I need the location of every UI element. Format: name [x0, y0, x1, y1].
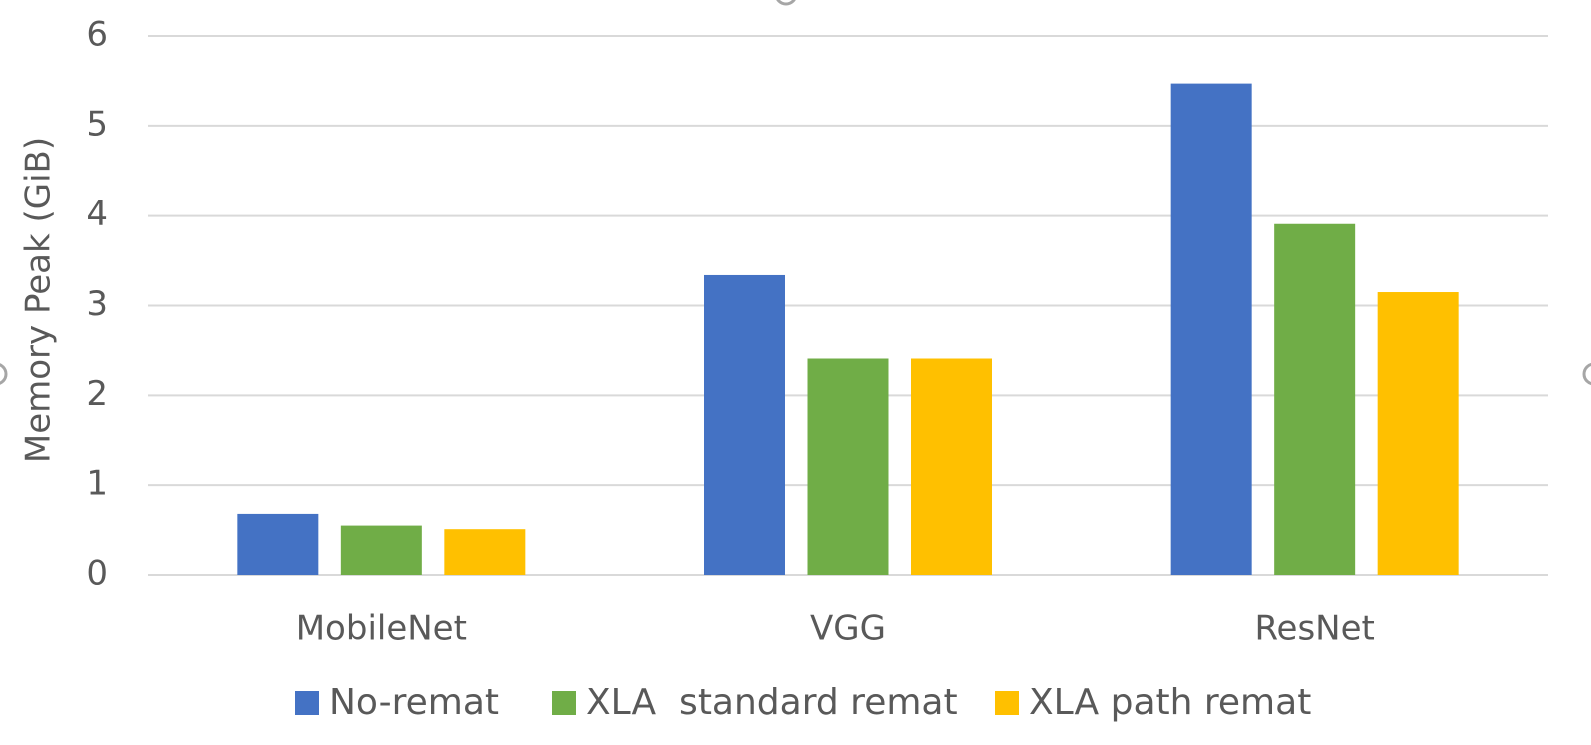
- bars: [237, 83, 1459, 576]
- legend-label: XLA standard remat: [586, 682, 958, 723]
- chart-resize-handle-left[interactable]: [0, 363, 8, 385]
- y-tick-label: 0: [86, 554, 108, 594]
- bar-xla-standard-remat-vgg: [807, 358, 889, 575]
- y-tick-label: 1: [86, 464, 108, 504]
- bar-xla-standard-remat-mobilenet: [340, 525, 422, 575]
- chart-resize-handle-top[interactable]: [776, 0, 796, 6]
- y-tick-label: 2: [86, 374, 108, 414]
- legend-swatch: [995, 691, 1019, 715]
- y-tick-label: 6: [86, 15, 108, 55]
- legend-swatch: [552, 691, 576, 715]
- legend-label: No-remat: [329, 682, 499, 723]
- x-category-label: ResNet: [1254, 609, 1374, 649]
- legend-swatch: [295, 691, 319, 715]
- bar-xla-path-remat-resnet: [1377, 292, 1459, 575]
- legend: No-remat XLA standard remat XLA path remat: [295, 682, 1311, 723]
- y-tick-label: 4: [86, 194, 108, 234]
- y-tick-label: 5: [86, 104, 108, 144]
- x-axis-category-labels: MobileNet VGG ResNet: [296, 609, 1375, 649]
- y-tick-label: 3: [86, 284, 108, 324]
- bar-xla-standard-remat-resnet: [1274, 223, 1356, 576]
- bar-no-remat-mobilenet: [237, 513, 319, 575]
- bar-xla-path-remat-vgg: [911, 358, 992, 575]
- y-axis-tick-labels: 0 1 2 3 4 5 6: [86, 15, 108, 594]
- chart-resize-handle-right[interactable]: [1582, 362, 1591, 386]
- bar-xla-path-remat-mobilenet: [444, 529, 526, 575]
- y-axis-title: Memory Peak (GiB): [19, 137, 59, 463]
- bar-no-remat-resnet: [1170, 83, 1252, 575]
- legend-label: XLA path remat: [1029, 682, 1311, 723]
- bar-no-remat-vgg: [704, 274, 785, 575]
- x-category-label: MobileNet: [296, 609, 467, 649]
- x-category-label: VGG: [810, 609, 886, 649]
